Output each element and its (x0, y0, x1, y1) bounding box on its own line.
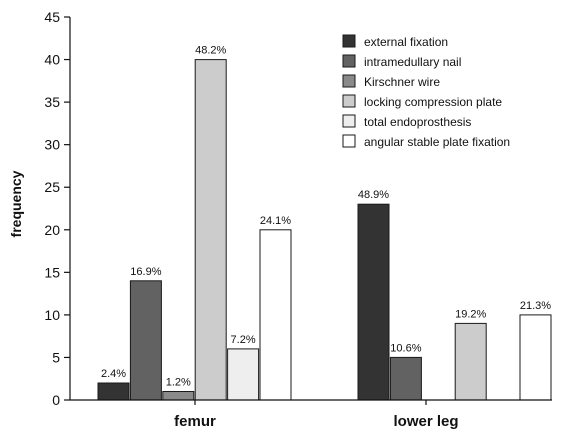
bar-femur-5 (227, 348, 260, 401)
data-label: 7.2% (231, 334, 256, 346)
legend-label: external fixation (364, 35, 448, 49)
data-label: 2.4% (101, 368, 126, 380)
y-tick-label: 15 (44, 264, 60, 280)
legend-swatch (342, 94, 356, 108)
legend-label: total endoprosthesis (364, 115, 471, 129)
x-category-label: femur (174, 413, 216, 430)
bar-femur-3 (162, 391, 195, 401)
axes-layer: 0 5 10 15 20 25 30 35 40 45 femur lower leg (44, 9, 552, 430)
y-tick-label: 40 (44, 52, 60, 68)
bar-lower-leg-1 (357, 203, 390, 401)
legend: external fixation intramedullary nail Kirs… (342, 34, 510, 149)
data-label: 19.2% (455, 308, 486, 320)
y-tick-label: 35 (44, 94, 60, 110)
data-label: 48.2% (195, 45, 226, 57)
legend-swatch (342, 114, 356, 128)
legend-swatch (342, 134, 356, 148)
y-tick-label: 30 (44, 137, 60, 153)
y-tick-label: 0 (52, 392, 60, 408)
legend-label: intramedullary nail (364, 55, 461, 69)
data-label: 10.6% (390, 342, 421, 354)
x-category-label: lower leg (393, 413, 458, 430)
data-label: 21.3% (520, 300, 551, 312)
y-tick-label: 25 (44, 179, 60, 195)
legend-label: angular stable plate fixation (364, 135, 510, 149)
bar-femur-4 (194, 59, 227, 401)
bar-lower-leg-6 (519, 314, 552, 401)
legend-swatch (342, 34, 356, 48)
y-tick-label: 45 (44, 9, 60, 25)
legend-label: locking compression plate (364, 95, 502, 109)
y-tick-label: 5 (52, 349, 60, 365)
bar-femur-2 (129, 280, 162, 401)
bar-lower-leg-4 (454, 322, 487, 401)
legend-swatch (342, 74, 356, 88)
bars-layer: 2.4% 16.9% 1.2% 48.2% 7.2% 24.1% 48.9% 10.6% 19.… (97, 45, 552, 401)
legend-swatch (342, 54, 356, 68)
legend-label: Kirschner wire (364, 75, 440, 89)
data-label: 16.9% (130, 266, 161, 278)
bar-lower-leg-2 (389, 356, 422, 401)
bar-femur-6 (259, 229, 292, 401)
bar-femur-1 (97, 382, 130, 401)
y-axis-label: frequency (8, 170, 24, 237)
data-label: 24.1% (260, 215, 291, 227)
data-label: 48.9% (358, 189, 389, 201)
y-tick-label: 20 (44, 222, 60, 238)
y-tick-label: 10 (44, 307, 60, 323)
data-label: 1.2% (166, 377, 191, 389)
